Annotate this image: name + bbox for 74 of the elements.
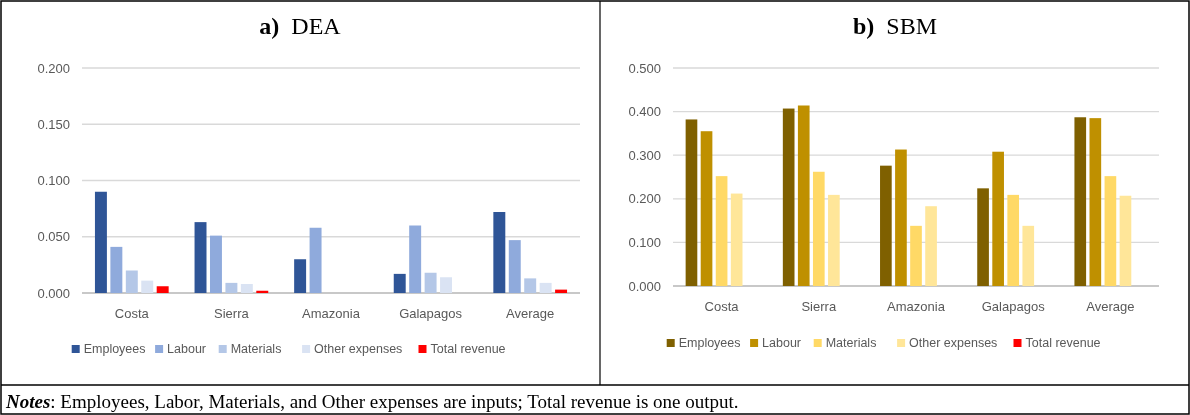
bar [782,108,795,286]
bar [685,119,698,286]
bar [194,222,207,293]
y-tick-label: 0.200 [628,191,661,207]
bar [1089,118,1102,286]
bar [393,273,406,293]
x-tick-label: Galapagos [399,306,463,321]
x-tick-label: Average [506,306,555,321]
y-tick-label: 0.100 [628,234,661,250]
legend-label: Other expenses [314,342,403,356]
bar [1119,195,1132,286]
bar [424,272,437,293]
bar [895,149,907,286]
legend-label: Labour [762,336,802,350]
chart-title: a) DEA [259,13,342,39]
x-tick-label: Galapagos [981,299,1046,314]
bar [125,270,138,293]
bar [94,191,107,293]
legend-label: Materials [825,336,877,350]
bar [1074,117,1087,286]
bar [240,284,253,293]
x-tick-label: Amazonia [887,299,946,314]
chart-title: b) SBM [852,13,938,39]
bar [880,165,892,286]
legend-label: Total revenue [1025,336,1101,350]
legend-label: Total revenue [430,342,506,356]
x-tick-label: Sierra [801,299,837,314]
bar [409,225,422,293]
bar [828,194,840,286]
text: Notes: Employees, Labor, Materials, and Other expenses are inputs; Total revenue is one output. [5,391,739,412]
bar [294,259,307,293]
y-tick-label: 0.100 [37,173,70,189]
legend-label: Other expenses [909,336,998,350]
bar [1007,194,1020,286]
legend-label: Materials [230,342,282,356]
x-tick-label: Average [1086,299,1135,314]
bar [715,176,728,286]
bar [910,225,922,286]
bar [555,289,568,293]
x-tick-label: Sierra [214,306,250,321]
bar [141,280,154,293]
bar [508,240,521,293]
bar [730,193,743,286]
y-tick-label: 0.400 [628,104,661,120]
legend-label: Employees [678,336,741,350]
x-tick-label: Amazonia [302,306,361,321]
bar [700,131,713,286]
bar [925,206,937,286]
y-tick-label: 0.000 [628,278,661,294]
x-tick-label: Costa [704,299,740,314]
bar [797,105,810,286]
bar [992,151,1004,286]
y-tick-label: 0.200 [37,60,70,76]
y-tick-label: 0.050 [37,229,70,245]
bar [309,227,322,293]
y-tick-label: 0.300 [628,147,661,163]
bar [156,286,169,293]
bar [110,246,123,293]
bar [524,278,537,293]
bar [1022,225,1035,286]
legend-label: Employees [83,342,146,356]
bar [225,282,238,293]
y-tick-label: 0.150 [37,116,70,132]
bar [440,277,453,293]
bar [977,188,989,286]
bar [1104,176,1117,286]
y-tick-label: 0.500 [628,60,661,76]
bar [539,282,552,293]
legend-label: Labour [167,342,207,356]
y-tick-label: 0.000 [37,285,70,301]
bar [209,235,222,293]
x-tick-label: Costa [114,306,150,321]
bar [493,212,506,293]
bar [812,171,825,286]
